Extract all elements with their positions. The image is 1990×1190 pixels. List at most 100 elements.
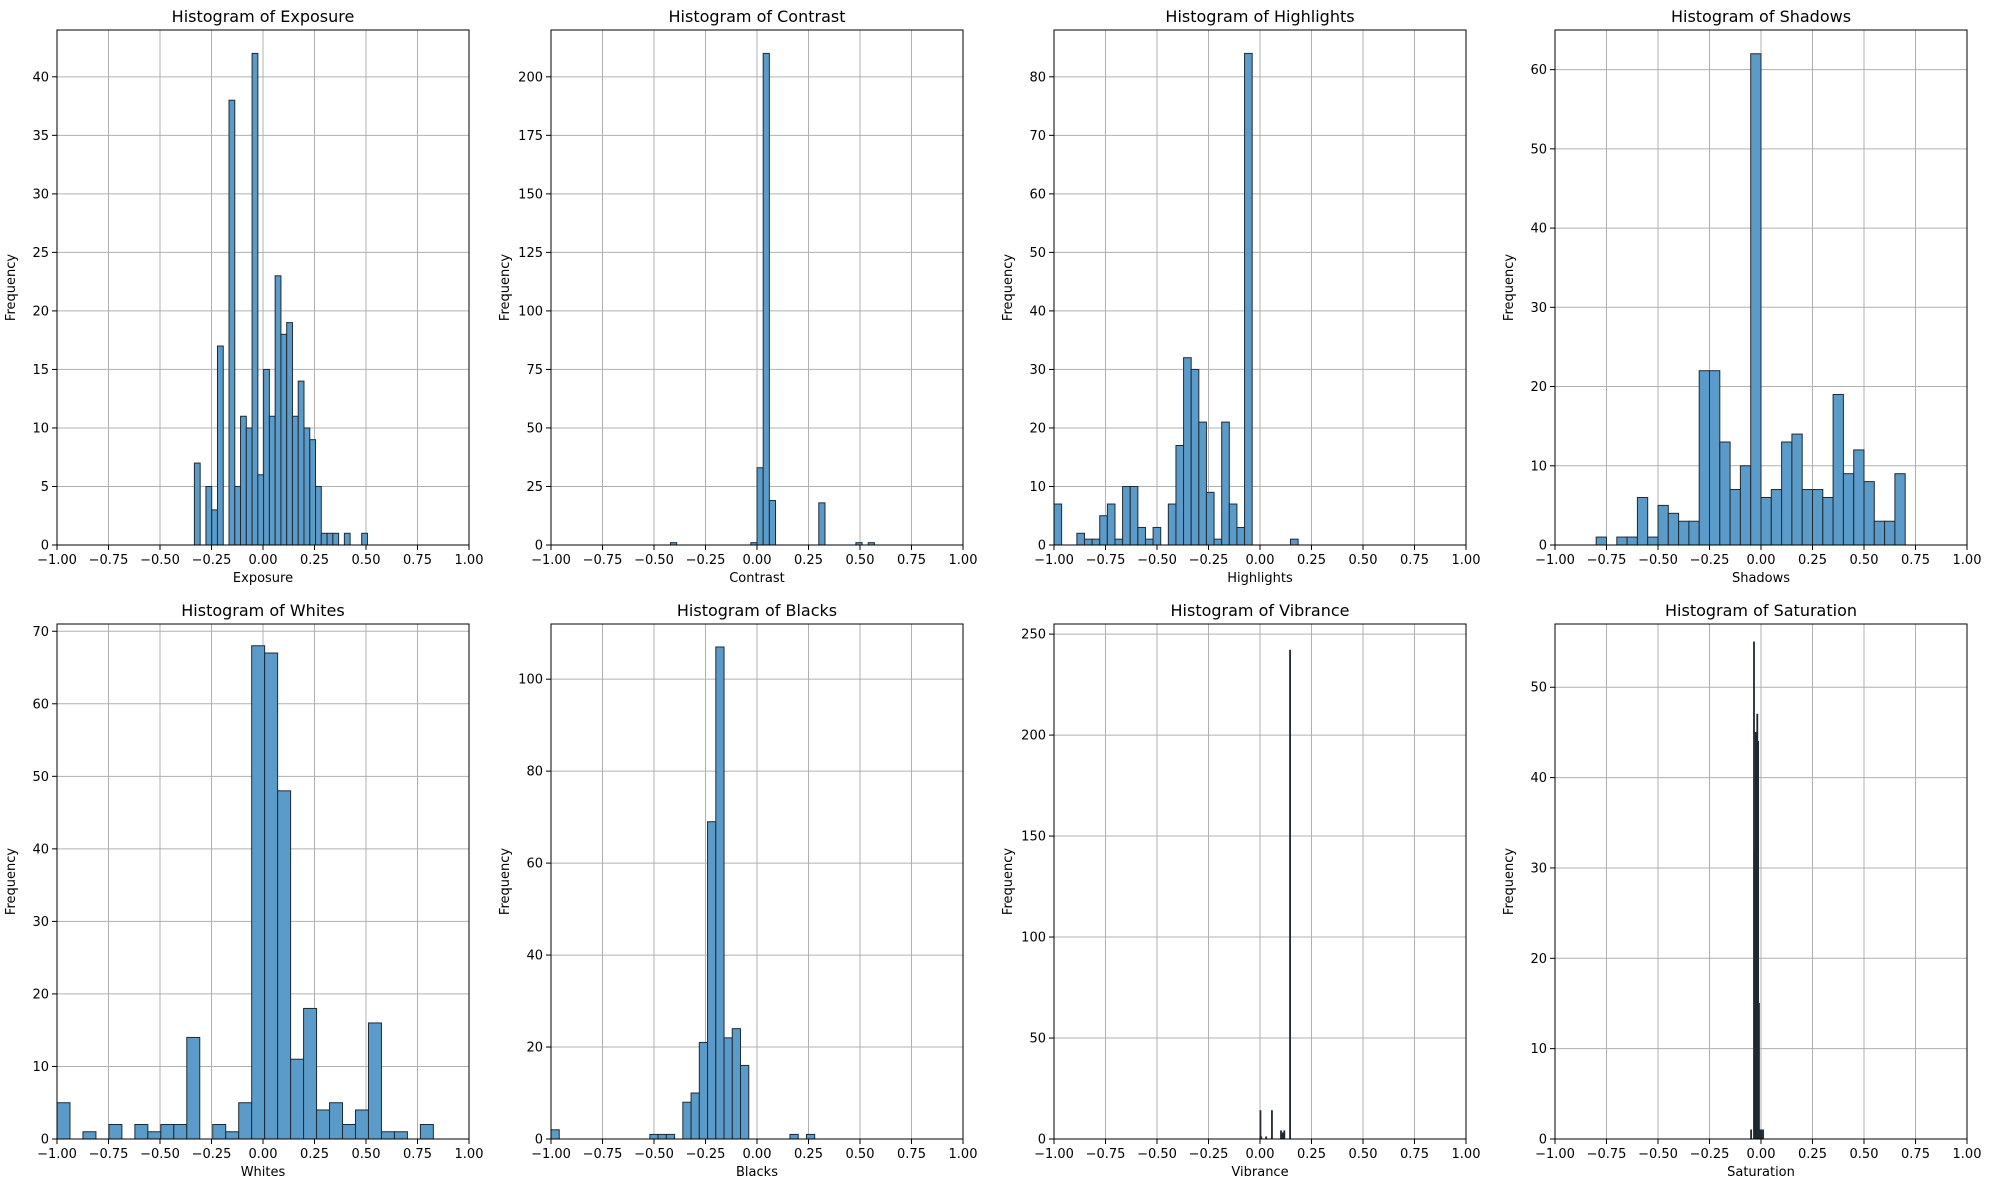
histogram-bar (1760, 1129, 1763, 1140)
x-tick-label: −1.00 (531, 553, 571, 568)
x-tick-label: 1.00 (455, 553, 484, 568)
histogram-bar (756, 467, 764, 546)
x-tick-label: 0.75 (1400, 1147, 1429, 1162)
histogram-bar (789, 1133, 799, 1140)
y-tick-label: 10 (32, 421, 49, 436)
x-tick-label: 0.25 (300, 553, 329, 568)
y-tick-label: 50 (1029, 246, 1046, 261)
histogram-bar (380, 1131, 395, 1140)
y-tick-label: 20 (1530, 380, 1547, 395)
histogram-bar (238, 1102, 253, 1140)
histogram-bar (342, 1123, 356, 1140)
x-tick-label: −0.50 (1638, 553, 1678, 568)
histogram-bar (1259, 1110, 1262, 1140)
y-tick-label: 150 (518, 187, 543, 202)
histogram-bar (805, 1133, 816, 1140)
chart-title: Histogram of Exposure (172, 7, 355, 26)
y-axis-label: Frequency (1001, 254, 1016, 321)
histogram-bar (205, 485, 213, 546)
x-tick-label: −0.50 (1137, 553, 1177, 568)
y-tick-label: 40 (32, 842, 49, 857)
y-axis-label: Frequency (4, 254, 19, 321)
y-tick-label: 30 (1029, 363, 1046, 378)
histogram-bar (1678, 520, 1690, 546)
y-tick-label: 35 (32, 129, 49, 144)
histogram-bar (1636, 496, 1649, 546)
x-tick-label: 0.00 (1246, 1147, 1275, 1162)
histogram-bar (1228, 503, 1238, 546)
histogram-bar (326, 532, 334, 546)
x-tick-label: −0.25 (1690, 1147, 1730, 1162)
histogram-bar (1236, 526, 1246, 546)
chart-title: Histogram of Shadows (1671, 7, 1851, 26)
histogram-bar (361, 532, 368, 546)
histogram-bar (1884, 520, 1896, 546)
histogram-bar (1688, 520, 1700, 546)
x-tick-label: −0.75 (89, 1147, 129, 1162)
histogram-bar (690, 1092, 700, 1140)
histogram-bar (1812, 489, 1824, 546)
x-tick-label: −0.75 (1587, 553, 1627, 568)
histogram-bar (286, 322, 293, 546)
histogram-bar (186, 1036, 201, 1140)
histogram-panel: −1.00 −0.75 −0.50 −0.25 0.00 0.25 0.50 0.75 1.00… (1001, 7, 1480, 586)
x-tick-label: 0.75 (1901, 1147, 1930, 1162)
y-tick-label: 0 (41, 1133, 49, 1148)
y-tick-label: 100 (1021, 931, 1046, 946)
y-tick-label: 10 (1530, 1042, 1547, 1057)
y-tick-label: 75 (526, 363, 543, 378)
x-tick-label: 0.50 (1349, 1147, 1378, 1162)
y-tick-label: 250 (1021, 628, 1046, 643)
x-tick-label: −0.25 (192, 553, 232, 568)
y-tick-label: 80 (1029, 70, 1046, 85)
histogram-bar (1091, 538, 1101, 546)
x-tick-label: −0.50 (634, 553, 674, 568)
histogram-bar (1822, 496, 1834, 546)
histogram-bar (1106, 503, 1116, 546)
histogram-bar (329, 1102, 344, 1140)
histogram-bar (193, 462, 201, 546)
y-tick-label: 10 (1029, 480, 1046, 495)
histogram-bar (225, 1131, 240, 1140)
x-tick-label: −0.75 (583, 553, 623, 568)
histogram-bar (212, 1123, 227, 1140)
histogram-bar (731, 1028, 742, 1140)
x-tick-label: −0.25 (1690, 553, 1730, 568)
histogram-panel: −1.00 −0.75 −0.50 −0.25 0.00 0.25 0.50 0.75 1.00… (498, 601, 977, 1180)
x-tick-label: −0.75 (1086, 1147, 1126, 1162)
y-tick-label: 10 (32, 1060, 49, 1075)
histogram-bar (354, 1109, 369, 1140)
chart-title: Histogram of Saturation (1665, 601, 1857, 620)
histogram-bar (1271, 1110, 1273, 1140)
y-tick-label: 0 (41, 539, 49, 554)
y-tick-label: 0 (1038, 539, 1046, 554)
histogram-bar (134, 1123, 149, 1140)
x-axis-label: Shadows (1732, 571, 1790, 586)
y-tick-label: 30 (1530, 861, 1547, 876)
histogram-bar (1198, 421, 1207, 546)
x-tick-label: 0.75 (403, 1147, 432, 1162)
x-tick-label: 0.25 (1297, 553, 1326, 568)
histogram-bar (297, 380, 305, 546)
y-tick-label: 0 (1539, 539, 1547, 554)
y-tick-label: 200 (518, 70, 543, 85)
y-tick-label: 25 (32, 246, 49, 261)
histogram-bar (211, 509, 218, 546)
y-tick-label: 40 (526, 949, 543, 964)
histogram-bar (1183, 357, 1192, 546)
histogram-bar (665, 1133, 676, 1140)
chart-title: Histogram of Vibrance (1171, 601, 1350, 620)
y-tick-label: 50 (1530, 681, 1547, 696)
histogram-bar (315, 485, 322, 546)
histogram-panel: −1.00 −0.75 −0.50 −0.25 0.00 0.25 0.50 0.75 1.00… (1502, 7, 1981, 586)
histogram-bar (1894, 473, 1906, 546)
histogram-bar (1616, 536, 1628, 546)
histogram-bar (251, 52, 259, 546)
histogram-bar (1076, 532, 1085, 546)
histogram-bar (1770, 489, 1783, 546)
histogram-bar (393, 1131, 408, 1140)
histogram-panel: −1.00 −0.75 −0.50 −0.25 0.00 0.25 0.50 0.75 1.00… (1001, 601, 1480, 1180)
x-tick-label: 0.25 (1798, 553, 1827, 568)
histogram-bar (1244, 52, 1253, 546)
